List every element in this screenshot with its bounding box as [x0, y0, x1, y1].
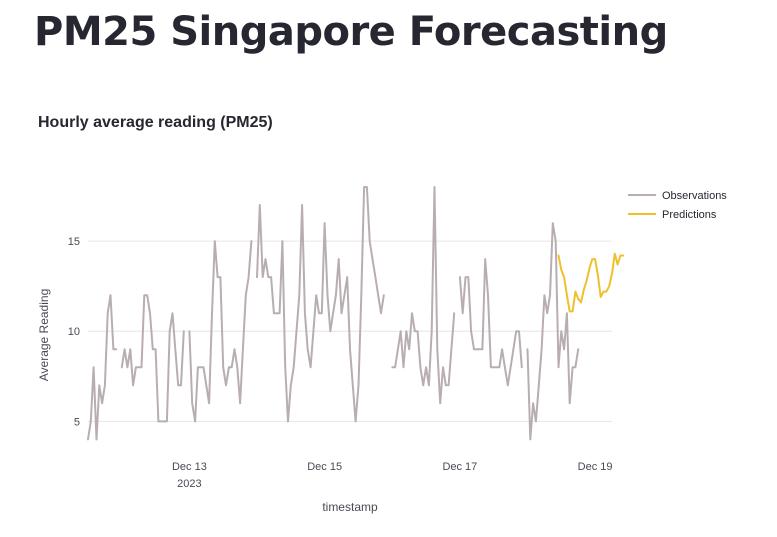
series-line-observations [87, 186, 580, 441]
x-tick-label: Dec 15 [307, 461, 342, 473]
x-tick-label: Dec 19 [578, 461, 613, 473]
x-axis-ticks: Dec 13 2023 Dec 15 Dec 17 Dec 19 [172, 461, 613, 490]
legend-label: Observations [662, 190, 727, 202]
legend-label: Predictions [662, 209, 717, 221]
y-axis-title: Average Reading [37, 289, 51, 382]
series-line-predictions [557, 252, 625, 313]
y-tick-label: 15 [68, 236, 80, 248]
y-tick-label: 5 [74, 416, 80, 428]
x-tick-label: Dec 13 [172, 461, 207, 473]
x-tick-sublabel: 2023 [177, 478, 201, 490]
x-axis-title: timestamp [322, 500, 378, 514]
legend[interactable]: Observations Predictions [628, 190, 727, 221]
series-lines [87, 186, 625, 441]
legend-item-predictions[interactable]: Predictions [628, 209, 717, 221]
chart-title: Hourly average reading (PM25) [38, 114, 273, 131]
x-tick-label: Dec 17 [442, 461, 477, 473]
legend-item-observations[interactable]: Observations [628, 190, 727, 202]
page-title: PM25 Singapore Forecasting [34, 9, 668, 55]
y-tick-label: 10 [68, 326, 80, 338]
y-axis-ticks: 5 10 15 [68, 236, 80, 428]
